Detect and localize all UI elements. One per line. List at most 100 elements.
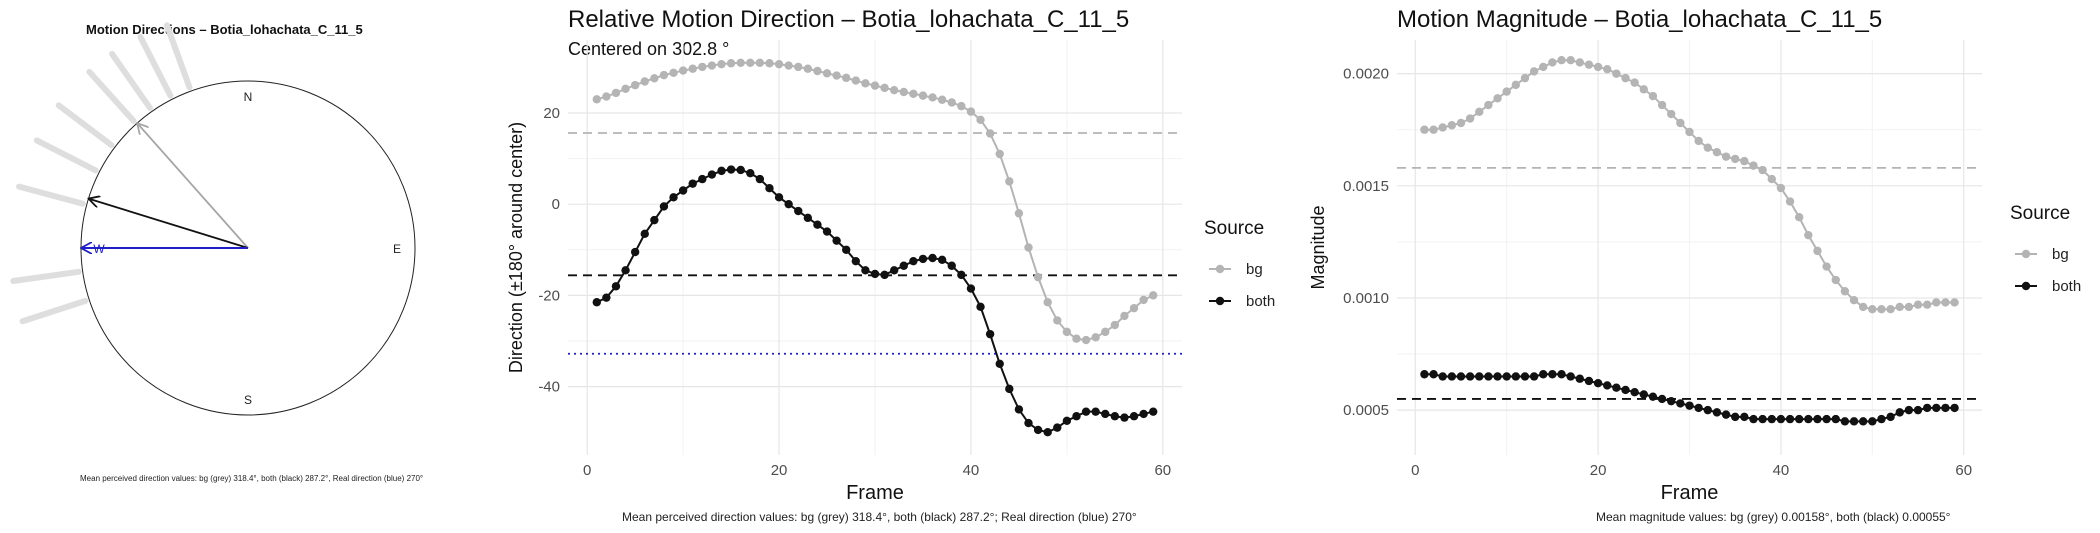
direction-point-both xyxy=(870,269,880,279)
direction-point-both xyxy=(794,206,803,216)
magnitude-point-bg xyxy=(1639,85,1648,94)
direction-point-both xyxy=(592,298,601,307)
direction-point-bg xyxy=(784,61,793,70)
magnitude-point-both xyxy=(1868,417,1877,426)
magnitude-point-both xyxy=(1621,385,1630,395)
direction-chart: 0 20 40 60 -40 -20 0 20 Frame Direction (±180° ar… xyxy=(506,40,1275,504)
magnitude-point-bg xyxy=(1932,298,1941,307)
magnitude-point-bg xyxy=(1731,154,1740,164)
magnitude-point-bg xyxy=(1648,91,1658,101)
magnitude-point-both xyxy=(1493,372,1502,381)
magnitude-point-bg xyxy=(1849,296,1859,305)
magnitude-point-bg xyxy=(1831,275,1840,285)
direction-point-both xyxy=(1053,423,1062,432)
magnitude-point-bg xyxy=(1685,127,1694,137)
direction-point-both xyxy=(611,282,621,291)
magnitude-legend-title: Source xyxy=(2010,203,2070,224)
magnitude-point-both xyxy=(1950,403,1959,413)
direction-xtick-label: 40 xyxy=(963,462,980,479)
direction-point-both xyxy=(717,166,726,176)
magnitude-point-both xyxy=(1456,372,1466,381)
direction-point-both xyxy=(678,186,688,195)
compass-label-n: N xyxy=(244,90,253,104)
magnitude-point-both xyxy=(1877,414,1886,424)
magnitude-point-both xyxy=(1776,414,1786,424)
magnitude-point-bg xyxy=(1566,55,1575,65)
direction-point-both xyxy=(966,284,976,293)
magnitude-point-bg xyxy=(1429,125,1438,134)
direction-point-bg xyxy=(602,92,611,101)
magnitude-point-both xyxy=(1502,372,1511,381)
history-ray xyxy=(163,22,193,91)
magnitude-point-bg xyxy=(1758,165,1767,175)
history-ray xyxy=(10,268,82,284)
direction-xtick-label: 60 xyxy=(1154,462,1171,479)
magnitude-point-bg xyxy=(1877,304,1886,314)
direction-point-bg xyxy=(1091,333,1100,342)
magnitude-point-both xyxy=(1667,396,1676,406)
magnitude-point-both xyxy=(1484,372,1493,381)
magnitude-point-bg xyxy=(1767,174,1776,184)
magnitude-legend-dot-bg xyxy=(2021,249,2031,259)
direction-point-both xyxy=(669,193,678,202)
direction-ytick-label: 20 xyxy=(543,105,560,122)
direction-point-both xyxy=(1101,409,1110,419)
magnitude-point-both xyxy=(1676,399,1685,408)
direction-point-both xyxy=(957,270,966,280)
direction-point-both xyxy=(774,193,784,202)
history-ray xyxy=(55,102,115,149)
magnitude-point-bg xyxy=(1420,125,1429,134)
direction-point-bg xyxy=(889,85,899,95)
magnitude-point-both xyxy=(1520,372,1530,381)
direction-point-both xyxy=(1081,407,1091,416)
magnitude-point-bg xyxy=(1868,304,1877,314)
direction-point-bg xyxy=(851,76,861,85)
direction-point-bg xyxy=(909,89,918,99)
direction-point-bg xyxy=(1033,272,1043,282)
magnitude-point-both xyxy=(1758,414,1767,424)
magnitude-point-both xyxy=(1785,414,1795,424)
magnitude-point-both xyxy=(1941,403,1950,413)
direction-point-both xyxy=(602,293,611,302)
direction-point-both xyxy=(698,174,707,184)
direction-point-bg xyxy=(803,64,813,73)
magnitude-point-both xyxy=(1904,405,1914,415)
magnitude-point-both xyxy=(1740,412,1749,422)
magnitude-point-bg xyxy=(1922,300,1932,309)
magnitude-point-both xyxy=(1603,381,1612,390)
direction-point-both xyxy=(851,256,861,266)
magnitude-point-both xyxy=(1822,414,1831,424)
direction-legend-label-bg: bg xyxy=(1246,261,1263,278)
direction-point-both xyxy=(832,236,841,245)
direction-title: Relative Motion Direction – Botia_lohach… xyxy=(568,6,1130,33)
magnitude-point-bg xyxy=(1548,58,1557,67)
direction-point-bg xyxy=(746,58,755,68)
magnitude-point-both xyxy=(1630,387,1639,397)
direction-point-bg xyxy=(899,87,908,97)
magnitude-point-bg xyxy=(1539,62,1548,72)
direction-point-bg xyxy=(1101,327,1110,337)
direction-xtick-label: 20 xyxy=(771,462,788,479)
direction-point-bg xyxy=(717,59,726,69)
direction-point-bg xyxy=(688,64,697,73)
direction-point-both xyxy=(688,179,697,188)
magnitude-point-bg xyxy=(1621,73,1630,83)
magnitude-point-bg xyxy=(1794,213,1804,222)
magnitude-point-both xyxy=(1895,408,1904,417)
magnitude-point-bg xyxy=(1703,143,1712,152)
compass-label-s: S xyxy=(244,393,252,407)
magnitude-point-bg xyxy=(1840,287,1850,296)
direction-point-bg xyxy=(611,88,621,98)
magnitude-point-bg xyxy=(1484,100,1493,110)
direction-point-both xyxy=(1110,412,1120,421)
direction-point-both xyxy=(650,215,659,225)
magnitude-point-bg xyxy=(1904,302,1914,312)
magnitude-ytick-label: 0.0005 xyxy=(1343,402,1389,419)
history-ray xyxy=(16,183,86,207)
direction-point-bg xyxy=(928,93,937,102)
direction-subtitle: Centered on 302.8 ° xyxy=(568,39,730,59)
magnitude-point-bg xyxy=(1721,152,1731,161)
magnitude-point-bg xyxy=(1776,183,1786,193)
direction-point-bg xyxy=(880,83,889,93)
direction-xtick-label: 0 xyxy=(583,462,591,479)
